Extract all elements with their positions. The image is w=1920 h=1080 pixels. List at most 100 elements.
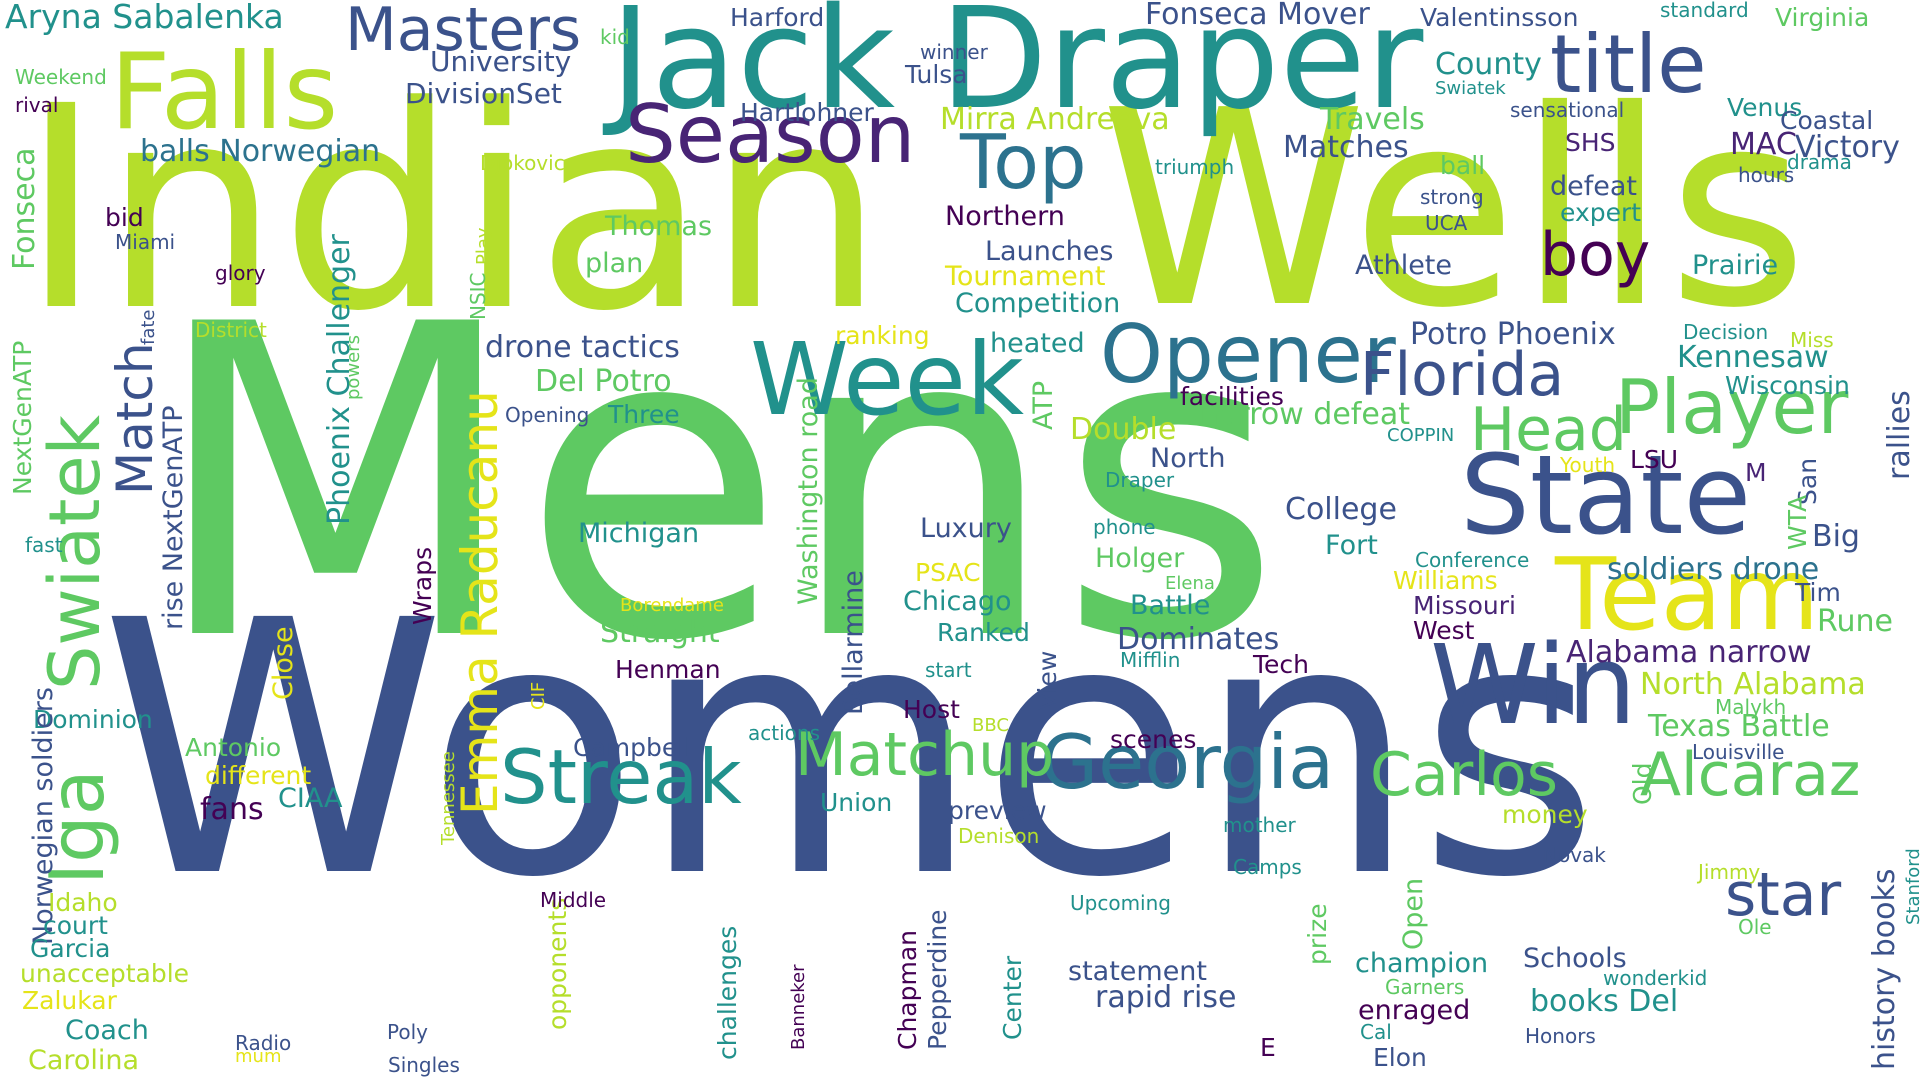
word-e: E — [1260, 1033, 1276, 1062]
word-psac: PSAC — [915, 558, 981, 587]
word-cif: CIF — [528, 681, 549, 710]
word-challenges: challenges — [713, 925, 742, 1060]
word-kennesaw: Kennesaw — [1677, 340, 1829, 375]
word-north: North — [1150, 443, 1226, 474]
word-virginia: Virginia — [1775, 3, 1870, 32]
word-champion: champion — [1355, 948, 1489, 979]
word-potro-phoenix: Potro Phoenix — [1410, 317, 1616, 352]
word-miss: Miss — [1790, 328, 1834, 352]
word-fast: fast — [25, 533, 63, 557]
word-star: star — [1725, 860, 1842, 930]
word-wonderkid: wonderkid — [1603, 966, 1708, 990]
word-bellarmine: Bellarmine — [838, 570, 869, 715]
word-middle: Middle — [540, 888, 607, 912]
word-drone-tactics: drone tactics — [485, 330, 680, 365]
word-boy: boy — [1540, 220, 1651, 290]
word-mirra-andreeva: Mirra Andreeva — [940, 102, 1170, 137]
word-honors: Honors — [1525, 1024, 1596, 1048]
word-dominion: Dominion — [33, 705, 153, 734]
word-season: Season — [625, 88, 916, 181]
word-camps: Camps — [1233, 855, 1302, 879]
word-triumph: triumph — [1155, 155, 1235, 179]
word-fonseca-mover: Fonseca Mover — [1145, 0, 1370, 32]
word-launches: Launches — [985, 236, 1114, 267]
word-hours: hours — [1738, 163, 1795, 187]
word-thomas: Thomas — [605, 211, 713, 242]
word-strong: strong — [1420, 185, 1484, 209]
word-streak: Streak — [500, 733, 742, 821]
word-coppin: COPPIN — [1387, 425, 1455, 446]
word-university: University — [430, 45, 572, 78]
word-winner: winner — [920, 40, 988, 64]
word-scenes: scenes — [1110, 725, 1197, 754]
word-victory: Victory — [1795, 130, 1900, 165]
word-statement: statement — [1068, 956, 1208, 987]
word-tulsa: Tulsa — [905, 60, 968, 89]
word-union: Union — [820, 788, 893, 817]
word-expert: expert — [1560, 198, 1642, 227]
word-opener: Opener — [1100, 308, 1396, 401]
word-matchup: Matchup — [795, 720, 1055, 790]
word-unacceptable: unacceptable — [20, 959, 190, 988]
word-mac: MAC — [1730, 127, 1797, 162]
word-state: State — [1460, 431, 1752, 559]
word-mens: Mens — [150, 235, 1283, 735]
word-competition: Competition — [955, 288, 1121, 319]
word-jimmy: Jimmy — [1698, 860, 1761, 884]
word-play: Play — [473, 227, 494, 265]
word-preview: preview — [948, 796, 1047, 825]
word-hartlohner: Hartlohner — [740, 98, 874, 127]
word-decision: Decision — [1683, 320, 1769, 344]
word-wisconsin: Wisconsin — [1725, 371, 1850, 400]
word-stanford: Stanford — [1903, 848, 1920, 925]
word-double: Double — [1070, 412, 1177, 447]
word-zalukar: Zalukar — [22, 986, 117, 1015]
word-antonio: Antonio — [185, 733, 282, 762]
word-falls: Falls — [110, 31, 339, 153]
word-wells: Wells — [1100, 52, 1808, 367]
word-prize: prize — [1303, 903, 1332, 965]
word-swiatek: Swiatek — [1435, 78, 1506, 99]
word-shs: SHS — [1565, 128, 1616, 157]
word-top: Top — [960, 118, 1087, 206]
word-phone: phone — [1093, 515, 1156, 539]
word-center: Center — [998, 955, 1027, 1040]
word-indian: Indian — [20, 47, 885, 373]
word-bid: bid — [105, 203, 144, 232]
word-wta: WTA — [1783, 494, 1812, 550]
word-draper: Draper — [1105, 468, 1175, 492]
word-three: Three — [608, 400, 680, 429]
word-heated: heated — [990, 328, 1085, 359]
word-rise-nextgenatp: rise NextGenATP — [158, 405, 189, 630]
word-elon: Elon — [1373, 1043, 1427, 1072]
word-chicago: Chicago — [903, 586, 1012, 617]
word-denison: Denison — [958, 824, 1040, 848]
word-travels: Travels — [1320, 102, 1425, 137]
word-coach: Coach — [65, 1015, 149, 1046]
word-williams: Williams — [1393, 566, 1498, 595]
word-battle: Battle — [1130, 590, 1211, 621]
word-mifflin: Mifflin — [1120, 648, 1181, 672]
word-fonseca: Fonseca — [7, 147, 42, 270]
word-weekend: Weekend — [15, 65, 107, 89]
word-money: money — [1502, 800, 1588, 829]
word-kid: kid — [600, 25, 630, 49]
word-match: Match — [106, 342, 164, 495]
word-banneker: Banneker — [788, 964, 809, 1050]
word-chapman: Chapman — [893, 929, 922, 1050]
word-mother: mother — [1223, 813, 1296, 837]
word-tech: Tech — [1253, 650, 1309, 679]
word-m: M — [1745, 458, 1767, 487]
word-title: title — [1550, 18, 1707, 111]
word-actions: actions — [748, 721, 820, 745]
word-upcoming: Upcoming — [1070, 891, 1171, 915]
word-mum: mum — [235, 1046, 282, 1067]
word-uca: UCA — [1425, 211, 1468, 235]
word-view: View — [1033, 650, 1062, 710]
word-old: Old — [1628, 762, 1657, 806]
word-start: start — [925, 658, 972, 682]
word-campbell: Campbell — [573, 733, 692, 762]
word-head: Head — [1470, 395, 1627, 465]
word-open: Open — [1398, 877, 1429, 950]
